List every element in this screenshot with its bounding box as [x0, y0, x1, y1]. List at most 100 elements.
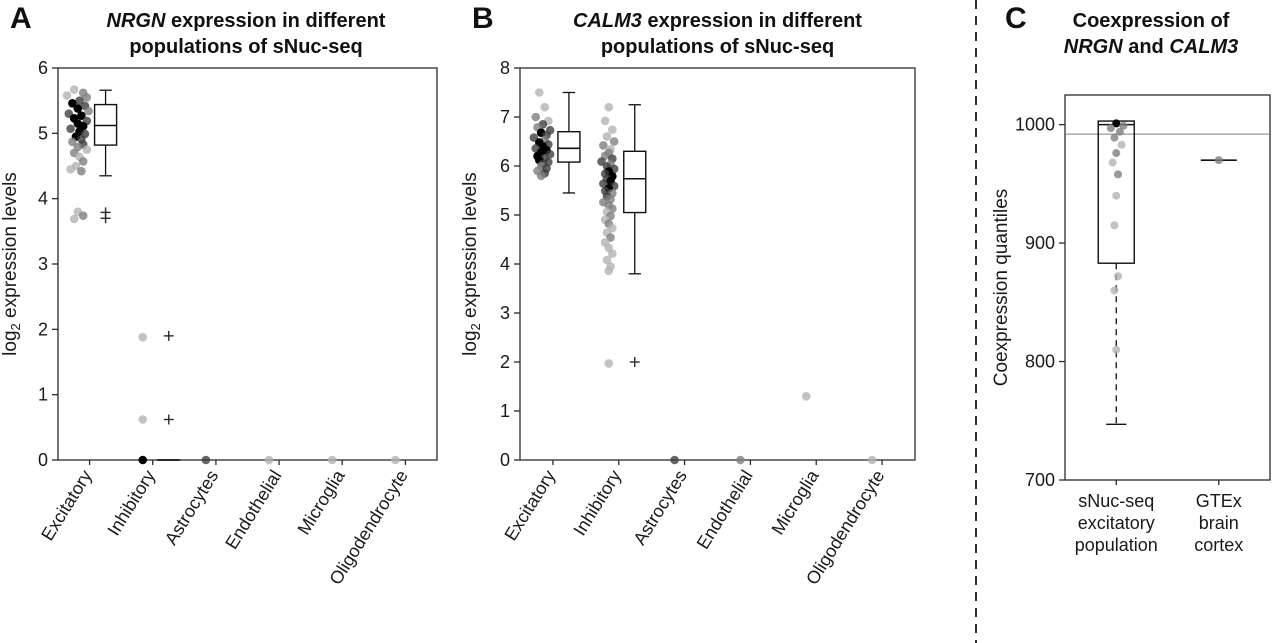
data-point: [77, 166, 86, 176]
data-point: [604, 102, 614, 112]
data-point: [609, 137, 619, 146]
data-point: [801, 392, 811, 401]
data-point: [78, 211, 88, 220]
y-tick-label: 2: [500, 352, 510, 372]
y-tick-label: 2: [38, 319, 48, 339]
y-axis-label: Coexpression quantiles: [991, 189, 1012, 387]
panel-a-title: NRGN expression in different populations…: [62, 8, 430, 61]
data-point: [1117, 140, 1126, 149]
y-tick-label: 5: [38, 123, 48, 143]
data-point: [1108, 158, 1117, 167]
panel-b-letter: B: [472, 2, 494, 35]
panel-c-title: Coexpression of NRGN and CALM3: [1028, 8, 1274, 61]
panel-b-title: CALM3 expression in different population…: [525, 8, 910, 61]
data-point: [670, 455, 679, 465]
y-tick-label: 8: [500, 58, 510, 78]
data-point: [536, 171, 546, 181]
x-category-label: Endothelial: [693, 467, 757, 553]
title-text: populations of sNuc-seq: [600, 36, 835, 59]
data-point: [540, 102, 550, 112]
x-category-label: Endothelial: [221, 467, 285, 553]
data-point: [69, 214, 79, 224]
title-text: populations of sNuc-seq: [129, 36, 363, 59]
y-axis-label: log2 expression levels: [0, 172, 23, 356]
data-point: [391, 455, 400, 465]
x-category-label: Astrocytes: [629, 467, 690, 549]
data-point: [1112, 119, 1121, 128]
data-point: [1112, 191, 1121, 200]
data-point: [531, 112, 541, 122]
title-text: expression in different: [641, 10, 862, 32]
data-point: [608, 125, 617, 135]
box: [623, 150, 647, 214]
data-point: [604, 266, 614, 276]
y-tick-label: 4: [500, 254, 510, 274]
x-category-label: cortex: [1194, 535, 1243, 555]
gene-name-nrgn: NRGN: [106, 10, 166, 32]
box: [557, 130, 581, 163]
data-point: [1114, 170, 1123, 179]
data-point: [66, 124, 75, 134]
gene-name-calm3: CALM3: [1169, 36, 1239, 59]
y-tick-label: 0: [38, 450, 48, 470]
data-point: [138, 332, 148, 342]
data-point: [736, 455, 745, 465]
data-point: [599, 141, 608, 150]
x-category-label: GTEx: [1196, 491, 1242, 511]
data-point: [201, 455, 211, 465]
plot-frame: [1064, 94, 1271, 481]
y-tick-label: 700: [1025, 470, 1055, 490]
panel-c-letter: C: [1005, 2, 1027, 35]
data-point: [1110, 221, 1119, 230]
gene-name-nrgn: NRGN: [1063, 36, 1123, 59]
y-tick-label: 800: [1025, 352, 1055, 372]
x-category-label: Microglia: [768, 466, 824, 539]
y-tick-label: 6: [38, 58, 48, 78]
data-point: [77, 111, 86, 120]
y-tick-label: 3: [500, 303, 510, 323]
data-point: [1115, 127, 1124, 136]
data-point: [535, 88, 544, 97]
x-category-label: brain: [1199, 513, 1239, 533]
data-point: [1214, 156, 1223, 165]
data-point: [82, 145, 92, 154]
data-point: [867, 455, 877, 465]
x-category-label: Excitatory: [37, 467, 96, 545]
y-tick-label: 1: [500, 401, 510, 421]
panel-divider: [975, 0, 977, 643]
data-point: [69, 85, 79, 94]
y-tick-label: 0: [500, 450, 510, 470]
x-category-label: Inhibitory: [569, 467, 625, 540]
title-text: and: [1122, 36, 1170, 59]
data-point: [84, 106, 93, 116]
y-tick-label: 7: [500, 107, 510, 127]
x-category-label: Inhibitory: [103, 467, 159, 540]
data-point: [1112, 345, 1121, 354]
data-point: [82, 93, 92, 102]
data-point: [1110, 133, 1119, 142]
data-point: [66, 164, 75, 174]
x-category-label: Microglia: [294, 466, 350, 539]
title-text: Coexpression of: [1072, 10, 1230, 32]
title-text: expression in different: [165, 10, 386, 32]
data-point: [608, 249, 617, 259]
gene-name-calm3: CALM3: [573, 10, 642, 32]
data-point: [1106, 124, 1115, 133]
data-point: [1110, 286, 1119, 295]
y-axis-label: log2 expression levels: [460, 172, 483, 356]
panel-b-chart: 0 1 2 3 4 5 6 7 8 log2 expression levels Excitator…: [460, 58, 916, 588]
plot-frame: [519, 67, 916, 461]
data-point: [1112, 149, 1121, 158]
data-point: [75, 96, 84, 105]
panel-a-letter: A: [10, 2, 32, 35]
y-tick-label: 3: [38, 254, 48, 274]
x-category-label: sNuc-seq: [1078, 491, 1154, 511]
data-point: [327, 455, 337, 465]
data-point: [62, 91, 72, 100]
panel-c-chart: 700 800 900 1000 Coexpression quantiles sNuc-…: [991, 94, 1271, 555]
y-tick-label: 6: [500, 156, 510, 176]
data-point: [602, 255, 612, 265]
panel-a-chart: 0 1 2 3 4 5 6 log2 expression levels Excitatory I…: [0, 58, 438, 588]
plot-frame: [57, 67, 438, 461]
